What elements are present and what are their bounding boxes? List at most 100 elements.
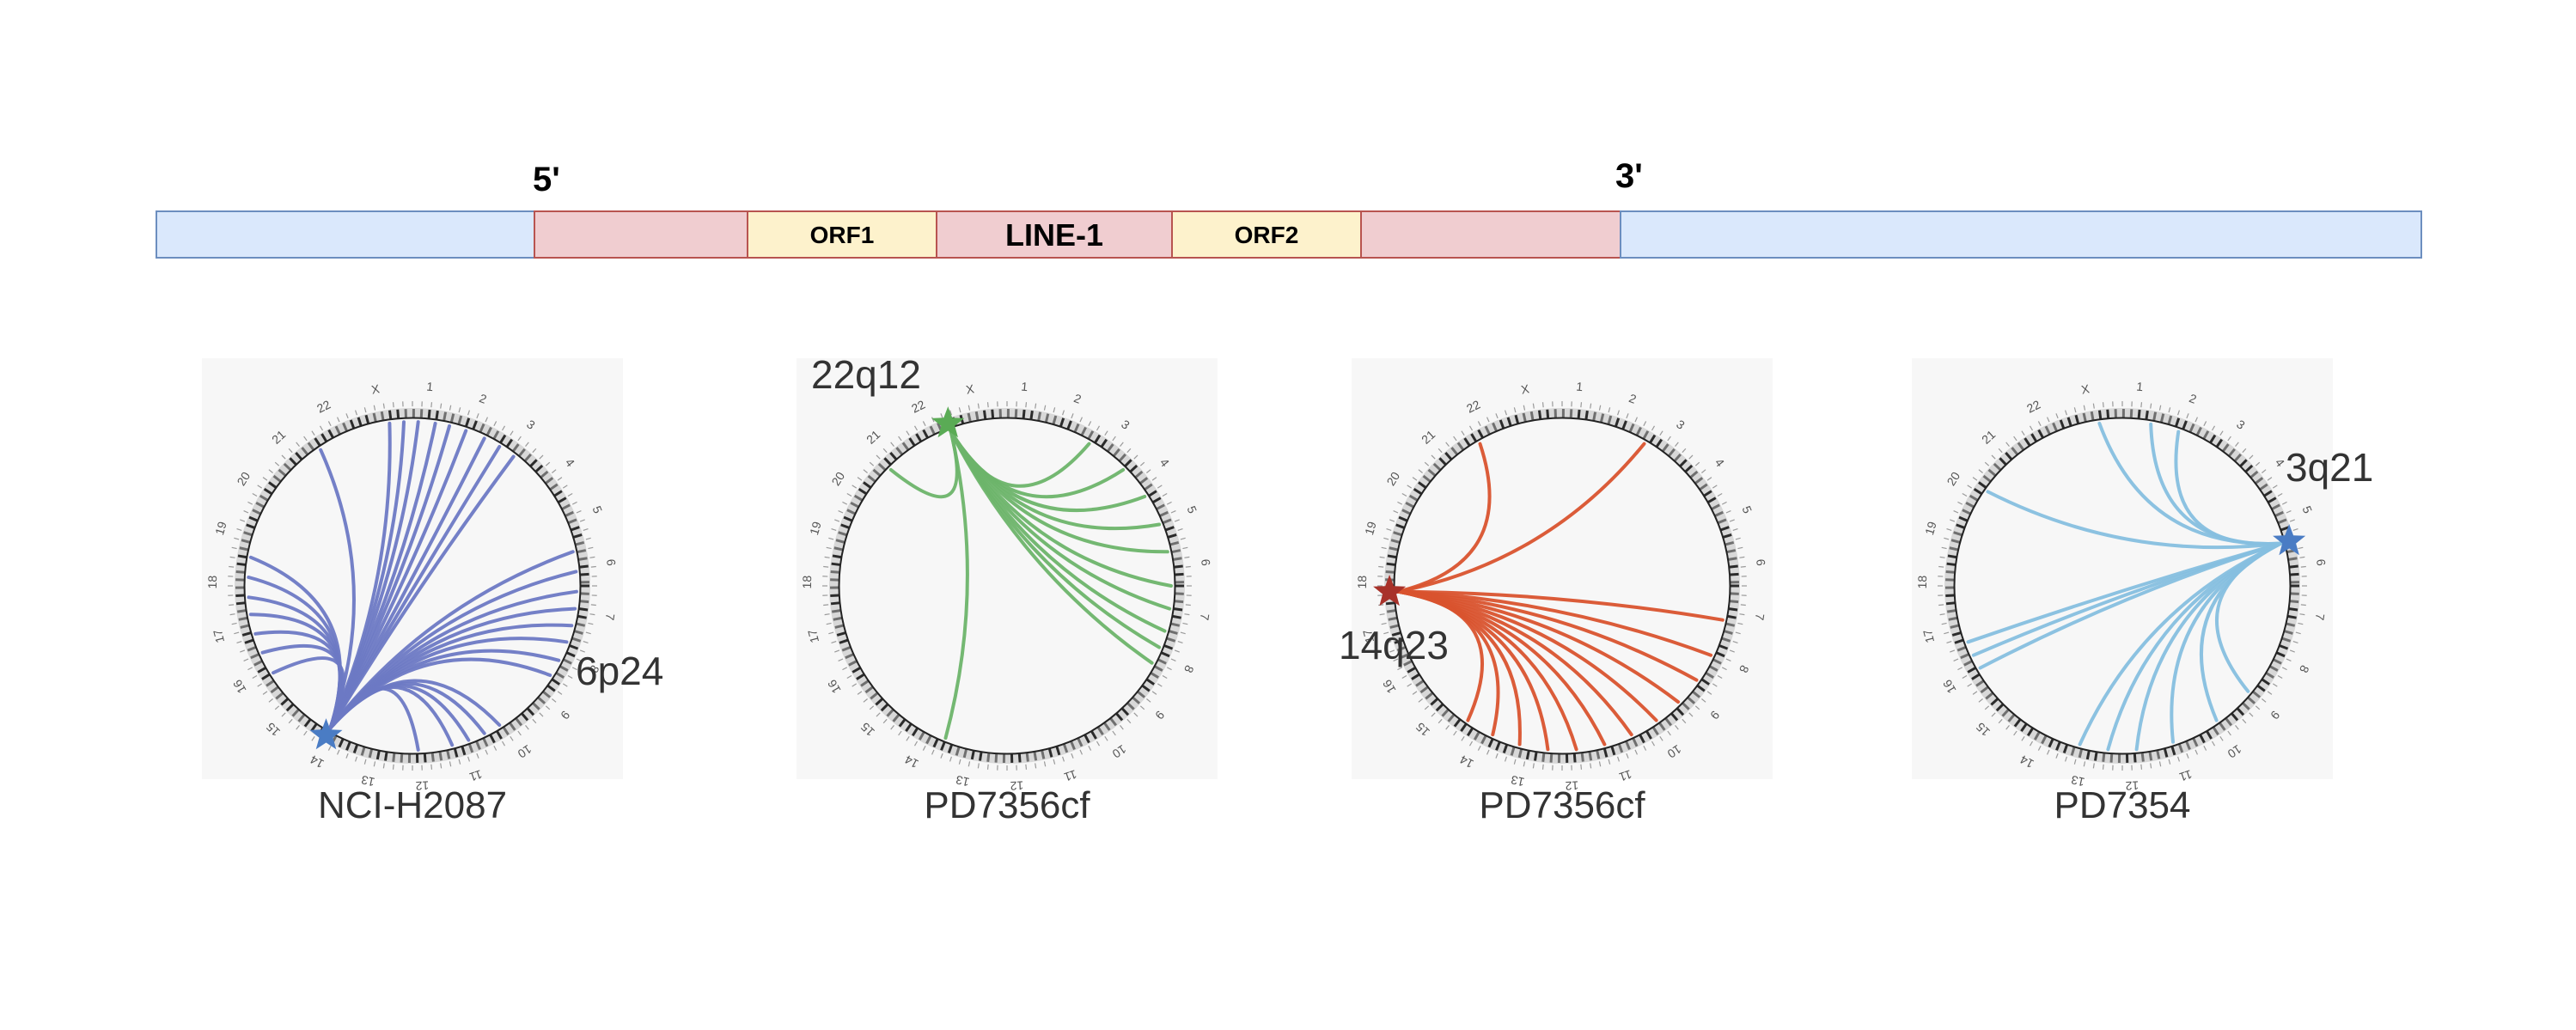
- chromosome-label: 12: [1565, 778, 1579, 793]
- chromosome-label: 20: [234, 469, 253, 488]
- chromosome-label: 20: [828, 469, 847, 488]
- panel-caption: PD7356cf: [1479, 784, 1645, 826]
- link-arc: [1986, 490, 2283, 550]
- breakpoint-star-icon: [2273, 524, 2306, 556]
- link-arcs: [888, 430, 1173, 741]
- link-arc: [2174, 430, 2283, 546]
- link-arc: [1396, 589, 1484, 722]
- chromosome-label: 22: [909, 397, 927, 415]
- ideogram-bands: [1384, 408, 1739, 763]
- chromosome-label: 1: [1021, 380, 1029, 394]
- link-arc: [248, 555, 342, 730]
- chromosome-label: 16: [1940, 677, 1959, 696]
- construct-segments: ORF1 LINE-1 ORF2: [156, 210, 2422, 259]
- chromosome-label: 18: [205, 575, 219, 588]
- chromosome-label: 10: [2225, 742, 2244, 761]
- chromosome-label: 12: [415, 778, 430, 793]
- link-arc: [319, 448, 356, 730]
- ring-ticks: [1377, 401, 1747, 771]
- chromosome-label: 12: [2125, 778, 2140, 793]
- link-arc: [328, 686, 420, 752]
- chromosome-label: X: [2080, 381, 2091, 397]
- circos-background: [1912, 358, 2333, 779]
- chromosome-label: X: [1520, 381, 1531, 397]
- chromosome-label: 1: [2136, 380, 2144, 394]
- chromosome-label: 18: [1915, 575, 1929, 588]
- chromosome-label: 10: [1665, 742, 1684, 761]
- panel-caption: NCI-H2087: [318, 784, 507, 826]
- chromosome-label: 18: [800, 575, 814, 588]
- chromosome-label: 19: [807, 520, 824, 537]
- circos-panel-4: 12345678910111213141516171819202122X3q21…: [1912, 358, 2373, 826]
- chromosome-label: 6: [2314, 558, 2329, 567]
- ideogram-bands: [235, 408, 589, 763]
- segment-label: ORF2: [1235, 222, 1299, 248]
- ideogram-bands: [1944, 408, 2299, 763]
- chromosome-label: 7: [603, 613, 618, 621]
- segment-label: LINE-1: [1005, 217, 1103, 253]
- breakpoint-star-icon: [1373, 575, 1407, 606]
- chromosome-label: 16: [230, 677, 249, 696]
- chromosome-label: 14: [1457, 753, 1476, 771]
- link-arc: [328, 454, 516, 730]
- chromosome-label: 1: [1576, 380, 1584, 394]
- chromosome-label: 12: [1010, 778, 1024, 793]
- chromosome-label: 14: [2017, 753, 2036, 771]
- chromosome-label: 19: [212, 520, 229, 537]
- chromosome-label: 6: [1754, 558, 1768, 567]
- link-arc: [949, 430, 1154, 665]
- five-prime-label: 5': [533, 161, 560, 198]
- chromosome-label: 11: [2177, 767, 2194, 784]
- chromosome-label: 6: [604, 558, 619, 567]
- chromosome-label: X: [965, 381, 976, 397]
- link-arcs: [247, 420, 578, 752]
- chromosome-label: 13: [2070, 773, 2086, 789]
- chromosome-label: 16: [1380, 677, 1399, 696]
- segment-label: ORF1: [810, 222, 875, 248]
- link-arc: [943, 430, 969, 741]
- panel-caption: PD7354: [2054, 784, 2190, 826]
- chromosome-label: 22: [1464, 397, 1482, 415]
- chromosome-label: 13: [360, 773, 376, 789]
- three-prime-label: 3': [1615, 157, 1643, 195]
- chromosome-label: 20: [1944, 469, 1963, 488]
- circos-background: [1352, 358, 1773, 779]
- ring-ticks: [228, 401, 597, 771]
- circos-panel-3: 12345678910111213141516171819202122X14q2…: [1339, 358, 1773, 826]
- segment-flank: [1620, 210, 2422, 259]
- panel-caption: PD7356cf: [924, 784, 1090, 826]
- chromosome-label: 7: [2313, 613, 2328, 621]
- ring-ticks: [1938, 401, 2307, 771]
- chromosome-label: 11: [1062, 767, 1078, 784]
- circos-background: [797, 358, 1218, 779]
- chromosome-label: 10: [1110, 742, 1129, 761]
- circos-background: [202, 358, 623, 779]
- chromosome-label: 20: [1383, 469, 1402, 488]
- chromosome-label: 14: [902, 753, 921, 771]
- circos-panels: 12345678910111213141516171819202122X6p24…: [202, 352, 2373, 826]
- chromosome-label: X: [370, 381, 382, 397]
- circos-panel-1: 12345678910111213141516171819202122X6p24…: [202, 358, 663, 826]
- chromosome-label: 7: [1198, 613, 1212, 621]
- chromosome-label: 17: [1920, 628, 1937, 644]
- segment-orf1: [747, 210, 937, 259]
- segment-utr: [534, 210, 748, 259]
- chromosome-label: 19: [1362, 520, 1379, 537]
- circos-panel-2: 12345678910111213141516171819202122X22q1…: [797, 352, 1218, 826]
- chromosome-label: 14: [308, 753, 327, 771]
- link-arc: [1966, 541, 2283, 644]
- breakpoint-star-icon: [931, 406, 965, 438]
- chromosome-label: 10: [516, 742, 534, 761]
- chromosome-label: 18: [1355, 575, 1369, 588]
- link-arc: [1396, 442, 1492, 594]
- locus-label: 6p24: [576, 649, 663, 693]
- chromosome-label: 16: [825, 677, 844, 696]
- chromosome-label: 17: [1360, 628, 1377, 644]
- locus-label: 3q21: [2286, 445, 2373, 490]
- segment-orf2: [1171, 210, 1362, 259]
- line1-construct-diagram: 5' 3' ORF1 LINE-1 ORF2: [156, 157, 2422, 259]
- chromosome-label: 6: [1199, 558, 1213, 567]
- chromosome-label: 13: [955, 773, 971, 789]
- link-arcs: [1396, 442, 1724, 752]
